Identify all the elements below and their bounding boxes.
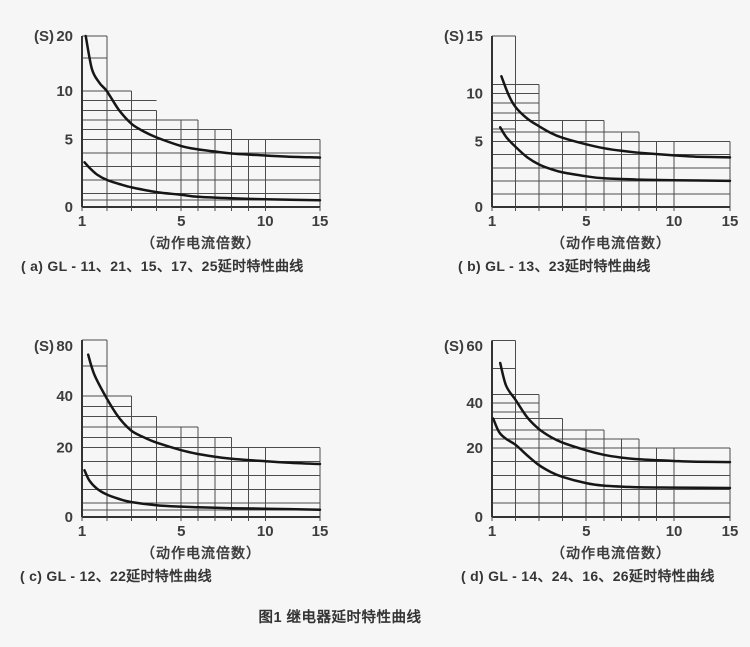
chart-d-caption: ( d) GL - 14、24、16、26延时特性曲线 xyxy=(461,568,715,584)
x-tick-label: 1 xyxy=(78,523,86,540)
y-axis-unit-label: (S) xyxy=(444,28,464,45)
y-tick-label: 5 xyxy=(475,134,483,151)
x-tick-label: 15 xyxy=(722,523,739,540)
chart-b: 1 5 10 15 0 5 10 15 (S) （动作电流倍数） ( b) GL - 13、23延… xyxy=(428,18,750,280)
x-tick-label: 10 xyxy=(666,213,683,230)
chart-c-caption: ( c) GL - 12、22延时特性曲线 xyxy=(20,568,212,584)
x-axis-label: （动作电流倍数） xyxy=(141,545,261,561)
chart-a-caption: ( a) GL - 11、21、15、17、25延时特性曲线 xyxy=(21,258,304,274)
x-tick-label: 10 xyxy=(257,213,274,230)
lower-limit-curve xyxy=(491,417,732,490)
y-tick-label: 15 xyxy=(466,28,483,45)
x-tick-label: 15 xyxy=(722,213,739,230)
x-tick-label: 5 xyxy=(177,213,185,230)
y-tick-label: 0 xyxy=(475,199,483,216)
x-tick-label: 1 xyxy=(488,523,496,540)
y-tick-label: 10 xyxy=(466,86,483,103)
lower-limit-curve xyxy=(498,126,732,183)
x-axis-label: （动作电流倍数） xyxy=(551,235,671,251)
chart-c: 1 5 10 15 0 20 40 80 (S) （动作电流倍数） ( c) GL - 12、22… xyxy=(18,328,363,590)
y-tick-label: 5 xyxy=(65,131,73,148)
x-tick-label: 5 xyxy=(582,523,590,540)
y-tick-label: 0 xyxy=(65,199,73,216)
x-tick-label: 15 xyxy=(312,523,329,540)
x-axis-label: （动作电流倍数） xyxy=(141,235,261,251)
x-tick-label: 10 xyxy=(666,523,683,540)
y-tick-label: 80 xyxy=(56,338,73,355)
upper-limit-curve xyxy=(498,361,732,464)
y-axis-unit-label: (S) xyxy=(34,28,54,45)
x-tick-label: 1 xyxy=(488,213,496,230)
y-tick-label: 40 xyxy=(466,395,483,412)
x-tick-label: 5 xyxy=(177,523,185,540)
chart-b-caption: ( b) GL - 13、23延时特性曲线 xyxy=(458,258,651,274)
chart-d: 1 5 10 15 0 20 40 60 (S) （动作电流倍数） ( d) GL - 14、24… xyxy=(428,328,750,590)
upper-limit-curve xyxy=(84,34,322,159)
chart-a: 1 5 10 15 0 5 10 20 (S) （动作电流倍数） ( a) GL - 11、21、… xyxy=(18,18,363,280)
y-tick-label: 60 xyxy=(466,338,483,355)
y-tick-label: 20 xyxy=(466,440,483,457)
figure-title: 图1 继电器延时特性曲线 xyxy=(258,610,422,626)
y-axis-unit-label: (S) xyxy=(34,338,54,355)
upper-limit-curve xyxy=(86,353,322,466)
lower-limit-curve xyxy=(83,161,322,202)
y-tick-label: 10 xyxy=(56,83,73,100)
x-tick-label: 5 xyxy=(582,213,590,230)
y-tick-label: 0 xyxy=(65,509,73,526)
x-tick-label: 15 xyxy=(312,213,329,230)
y-axis-unit-label: (S) xyxy=(444,338,464,355)
y-tick-label: 20 xyxy=(56,440,73,457)
upper-limit-curve xyxy=(500,75,732,159)
x-tick-label: 1 xyxy=(78,213,86,230)
y-tick-label: 40 xyxy=(56,388,73,405)
x-axis-label: （动作电流倍数） xyxy=(551,545,671,561)
y-tick-label: 0 xyxy=(475,509,483,526)
x-tick-label: 10 xyxy=(257,523,274,540)
lower-limit-curve xyxy=(83,469,322,511)
y-tick-label: 20 xyxy=(56,28,73,45)
